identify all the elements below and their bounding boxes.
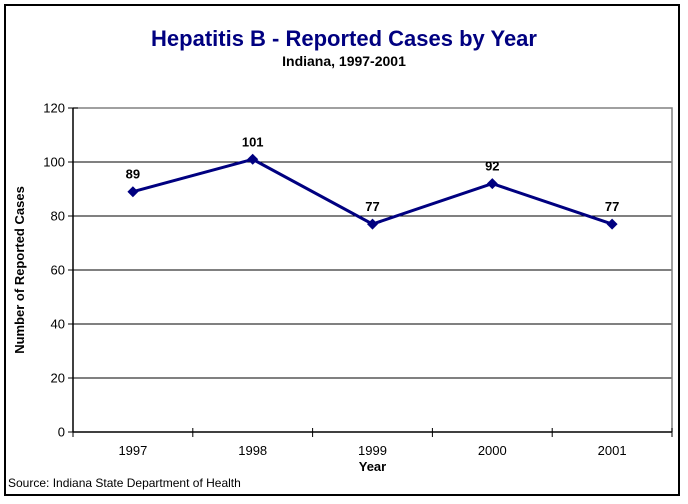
- data-point-marker: [367, 218, 378, 230]
- plot-area-border: [73, 107, 673, 432]
- y-tick-label: 80: [51, 209, 65, 224]
- chart-subtitle: Indiana, 1997-2001: [282, 53, 406, 69]
- data-point-marker: [127, 186, 139, 198]
- x-tick-label: 2000: [478, 443, 507, 458]
- x-axis-title: Year: [359, 459, 386, 474]
- y-tick-label: 0: [58, 425, 65, 440]
- data-label: 101: [242, 134, 264, 149]
- y-tick-label: 60: [51, 263, 65, 278]
- data-point-marker: [247, 153, 259, 165]
- data-line: [132, 157, 613, 226]
- data-label: 77: [605, 199, 619, 214]
- data-label: 77: [365, 199, 379, 214]
- x-tick-label: 1998: [238, 443, 267, 458]
- y-tick-label: 40: [51, 317, 65, 332]
- x-tick-label: 1997: [118, 443, 147, 458]
- data-label: 92: [485, 159, 499, 174]
- chart-title: Hepatitis B - Reported Cases by Year: [151, 26, 537, 51]
- y-axis-title: Number of Reported Cases: [12, 186, 27, 354]
- data-point-marker: [486, 178, 498, 190]
- y-tick-label: 120: [43, 101, 65, 116]
- data-label: 89: [126, 167, 140, 182]
- x-tick-label: 2001: [598, 443, 627, 458]
- x-tick-label: 1999: [358, 443, 387, 458]
- source-note: Source: Indiana State Department of Heal…: [8, 476, 241, 490]
- y-tick-label: 20: [51, 371, 65, 386]
- data-point-marker: [606, 218, 618, 230]
- chart-frame: [4, 4, 680, 496]
- y-tick-label: 100: [43, 155, 65, 170]
